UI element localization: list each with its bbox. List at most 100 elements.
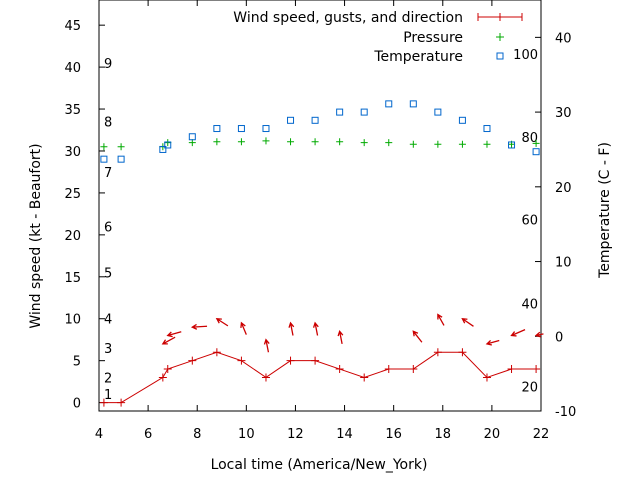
pressure-point [117, 143, 125, 151]
wind-speed-point [237, 356, 246, 365]
temperature-point [434, 108, 442, 116]
beaufort-label: 6 [104, 220, 112, 235]
wind-direction-arrow [312, 321, 319, 336]
y-right-tick-label: 20 [555, 181, 572, 196]
legend-label-wind: Wind speed, gusts, and direction [233, 10, 463, 26]
legend-marker-temperature [496, 52, 504, 60]
temperature-point [385, 100, 393, 108]
wind-speed-point [433, 348, 442, 357]
pressure-point [336, 138, 344, 146]
y-left-tick-label: 35 [64, 103, 81, 118]
beaufort-label: 1 [104, 388, 112, 403]
plot-frame [98, 0, 542, 412]
wind-speed-point [163, 365, 172, 374]
pressure-point [164, 139, 172, 147]
wind-speed-point [458, 348, 467, 357]
beaufort-label: 2 [104, 371, 112, 386]
temperature-point [311, 116, 319, 124]
y-left-tick-label: 20 [64, 229, 81, 244]
wind-speed-point [384, 365, 393, 374]
temperature-point [287, 116, 295, 124]
wind-direction-arrow [288, 321, 295, 336]
wind-speed-point [532, 365, 541, 374]
legend-marker-pressure [496, 33, 504, 41]
wind-speed-point [409, 365, 418, 374]
wind-speed-point [311, 356, 320, 365]
temperature-point [360, 108, 368, 116]
pressure-point [434, 140, 442, 148]
y-left-tick-label: 0 [73, 397, 81, 412]
legend-label-pressure: Pressure [403, 30, 463, 46]
beaufort-label: 9 [104, 57, 112, 72]
temperature-point [262, 125, 270, 133]
pressure-point [237, 138, 245, 146]
temperature-point [336, 108, 344, 116]
beaufort-label: 4 [104, 313, 112, 328]
y-left-tick-label: 15 [64, 271, 81, 286]
x-tick-label: 12 [287, 427, 304, 442]
temperature-point [508, 141, 516, 149]
pressure-point [532, 139, 540, 147]
fahrenheit-label: 80 [521, 131, 538, 146]
wind-speed-point [99, 398, 108, 407]
y-right-tick-label: 40 [555, 31, 572, 46]
temperature-point [164, 141, 172, 149]
pressure-point [483, 140, 491, 148]
wind-speed-point [360, 373, 369, 382]
wind-direction-arrow [485, 339, 500, 346]
wind-direction-arrow [166, 331, 182, 338]
y-left-tick-label: 10 [64, 313, 81, 328]
wind-direction-arrow [215, 318, 229, 327]
pressure-point [360, 139, 368, 147]
y-right-tick-label: -10 [555, 405, 576, 420]
beaufort-label: 8 [104, 116, 112, 131]
fahrenheit-label: 20 [521, 380, 538, 395]
x-tick-label: 18 [435, 427, 452, 442]
wind-direction-arrow [510, 329, 526, 337]
wind-speed-point [117, 398, 126, 407]
wind-direction-arrow [461, 317, 474, 327]
legend: Wind speed, gusts, and direction Pressure… [233, 10, 523, 65]
beaufort-label: 7 [104, 166, 112, 181]
wind-speed-point [507, 365, 516, 374]
temperature-point [213, 125, 221, 133]
pressure-point [311, 138, 319, 146]
temperature-point [188, 133, 196, 141]
wind-direction-arrow [240, 321, 247, 335]
y-left-tick-label: 45 [64, 19, 81, 34]
y-right-tick-label: 0 [555, 330, 563, 345]
x-tick-label: 14 [336, 427, 353, 442]
pressure-point [188, 139, 196, 147]
wind-speed-point [335, 365, 344, 374]
x-tick-label: 10 [238, 427, 255, 442]
pressure-point [213, 138, 221, 146]
data-layer [99, 100, 544, 407]
fahrenheit-label: 100 [513, 48, 538, 63]
wind-speed-point [482, 373, 491, 382]
fahrenheit-label: 40 [521, 297, 538, 312]
y-left-tick-label: 25 [64, 187, 81, 202]
y-right-tick-label: 10 [555, 256, 572, 271]
x-tick-label: 6 [144, 427, 152, 442]
temperature-point [458, 116, 466, 124]
wind-direction-arrow [412, 330, 423, 343]
beaufort-label: 3 [104, 342, 112, 357]
y-left-tick-label: 30 [64, 145, 81, 160]
x-tick-label: 22 [533, 427, 550, 442]
wind-direction-arrow [263, 338, 270, 353]
x-axis-label: Local time (America/New_York) [211, 457, 428, 473]
wind-speed-point [261, 373, 270, 382]
wind-direction-arrow [190, 323, 208, 330]
pressure-point [458, 140, 466, 148]
temperature-point [237, 125, 245, 133]
pressure-point [385, 139, 393, 147]
y-axis-label-left: Wind speed (kt - Beaufort) [28, 143, 44, 328]
y-left-tick-label: 5 [73, 355, 81, 370]
wind-direction-arrow [534, 331, 544, 338]
x-tick-label: 16 [385, 427, 402, 442]
temperature-point [100, 155, 108, 163]
pressure-point [409, 140, 417, 148]
y-left-tick-label: 40 [64, 61, 81, 76]
fahrenheit-label: 60 [521, 214, 538, 229]
